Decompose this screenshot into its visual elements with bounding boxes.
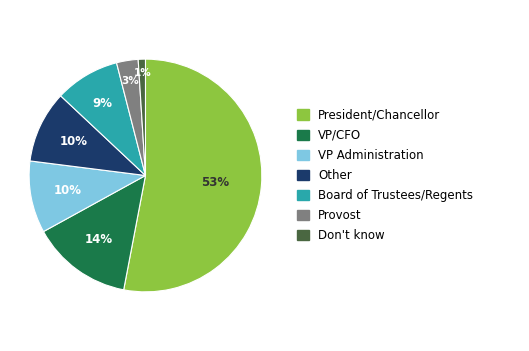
Wedge shape <box>43 176 145 290</box>
Text: 3%: 3% <box>122 76 140 86</box>
Wedge shape <box>124 59 262 292</box>
Text: 53%: 53% <box>201 176 229 188</box>
Wedge shape <box>29 161 145 232</box>
Text: 10%: 10% <box>60 135 88 148</box>
Legend: President/Chancellor, VP/CFO, VP Administration, Other, Board of Trustees/Regent: President/Chancellor, VP/CFO, VP Adminis… <box>297 109 473 242</box>
Wedge shape <box>116 59 145 176</box>
Text: 14%: 14% <box>85 233 113 246</box>
Wedge shape <box>138 59 145 176</box>
Wedge shape <box>61 63 145 176</box>
Wedge shape <box>30 96 145 176</box>
Text: 9%: 9% <box>93 97 113 110</box>
Text: 1%: 1% <box>133 68 151 78</box>
Text: 10%: 10% <box>54 184 82 197</box>
